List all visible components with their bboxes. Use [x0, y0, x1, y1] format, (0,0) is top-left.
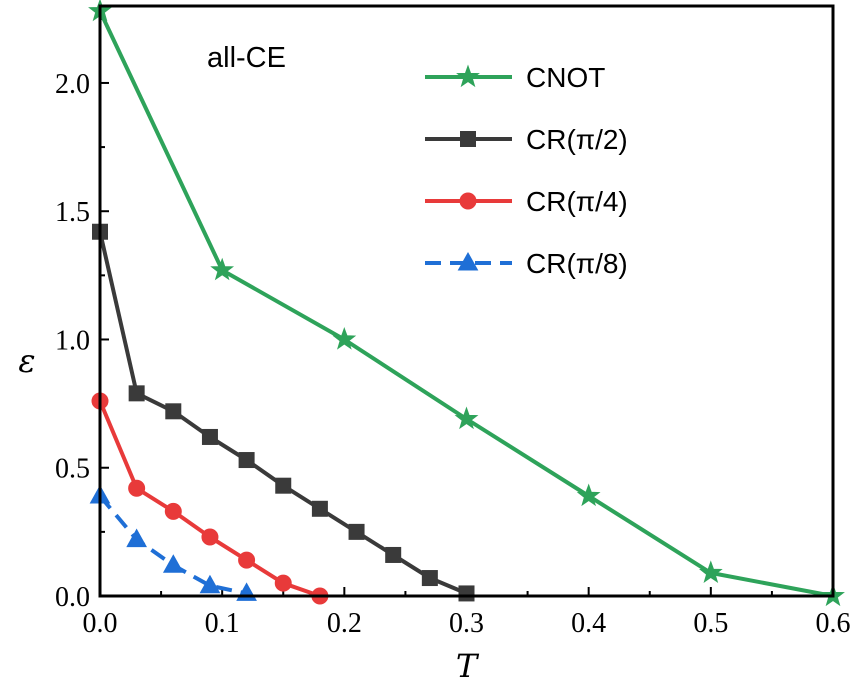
data-point: [385, 546, 402, 563]
series-star: [88, 0, 845, 607]
x-axis-label: T: [456, 647, 480, 685]
data-point: [201, 428, 218, 445]
x-tick-label: 0.2: [327, 608, 362, 639]
data-point: [165, 403, 182, 420]
axes: 0.0 0.1 0.2 0.3 0.4 0.5 0.6 0.0 0.5 1.0 1.5 2.0: [55, 17, 850, 639]
data-point: [162, 554, 184, 573]
y-tick-label: 1.0: [55, 325, 90, 356]
series-layer: [88, 0, 845, 607]
y-axis-label: ε: [18, 342, 35, 380]
data-point: [199, 574, 221, 594]
legend-item: CNOT: [425, 62, 605, 93]
data-point: [128, 385, 145, 402]
legend-item: CR(π/2): [425, 124, 628, 155]
legend-label: CR(π/2): [526, 124, 628, 155]
data-point: [458, 585, 475, 602]
data-point: [348, 523, 365, 540]
data-point: [311, 500, 328, 517]
legend-marker: [456, 64, 480, 88]
data-point: [698, 560, 723, 584]
y-tick-label: 0.0: [55, 582, 90, 613]
data-point: [421, 570, 438, 587]
x-tick-label: 0.5: [693, 608, 728, 639]
legend-marker: [457, 251, 479, 271]
x-tick-label: 0.1: [205, 608, 240, 639]
data-point: [238, 452, 255, 469]
legend-marker: [459, 192, 477, 210]
series-line: [98, 10, 834, 598]
x-tick-label: 0.3: [449, 608, 484, 639]
series-circle: [91, 392, 329, 605]
x-tick-label: 0.0: [83, 608, 118, 639]
data-point: [126, 528, 148, 548]
data-point: [274, 574, 292, 592]
series-line: [98, 231, 468, 596]
legend-item: CR(π/8): [425, 248, 628, 279]
data-point: [332, 327, 357, 350]
data-point: [236, 582, 257, 601]
data-point: [164, 502, 182, 520]
data-point: [201, 528, 219, 546]
data-point: [210, 257, 235, 281]
data-point: [238, 551, 256, 569]
x-tick-label: 0.6: [816, 608, 850, 639]
data-point: [454, 406, 479, 430]
x-tick-label: 0.4: [571, 608, 606, 639]
series-square: [92, 223, 475, 602]
chart-annotation: all-CE: [207, 42, 286, 74]
legend-item: CR(π/4): [425, 186, 628, 217]
data-point: [128, 479, 146, 497]
legend-marker: [460, 131, 476, 147]
legend-label: CR(π/4): [526, 186, 628, 217]
y-tick-label: 1.5: [55, 197, 90, 228]
y-tick-label: 2.0: [55, 69, 90, 100]
legend: CNOT CR(π/2) CR(π/4) CR(π/8): [425, 62, 628, 279]
legend-label: CR(π/8): [526, 248, 628, 279]
data-point: [576, 483, 601, 507]
legend-label: CNOT: [526, 62, 605, 93]
data-point: [275, 477, 292, 494]
plot-frame: [98, 4, 835, 598]
y-tick-label: 0.5: [55, 454, 90, 485]
